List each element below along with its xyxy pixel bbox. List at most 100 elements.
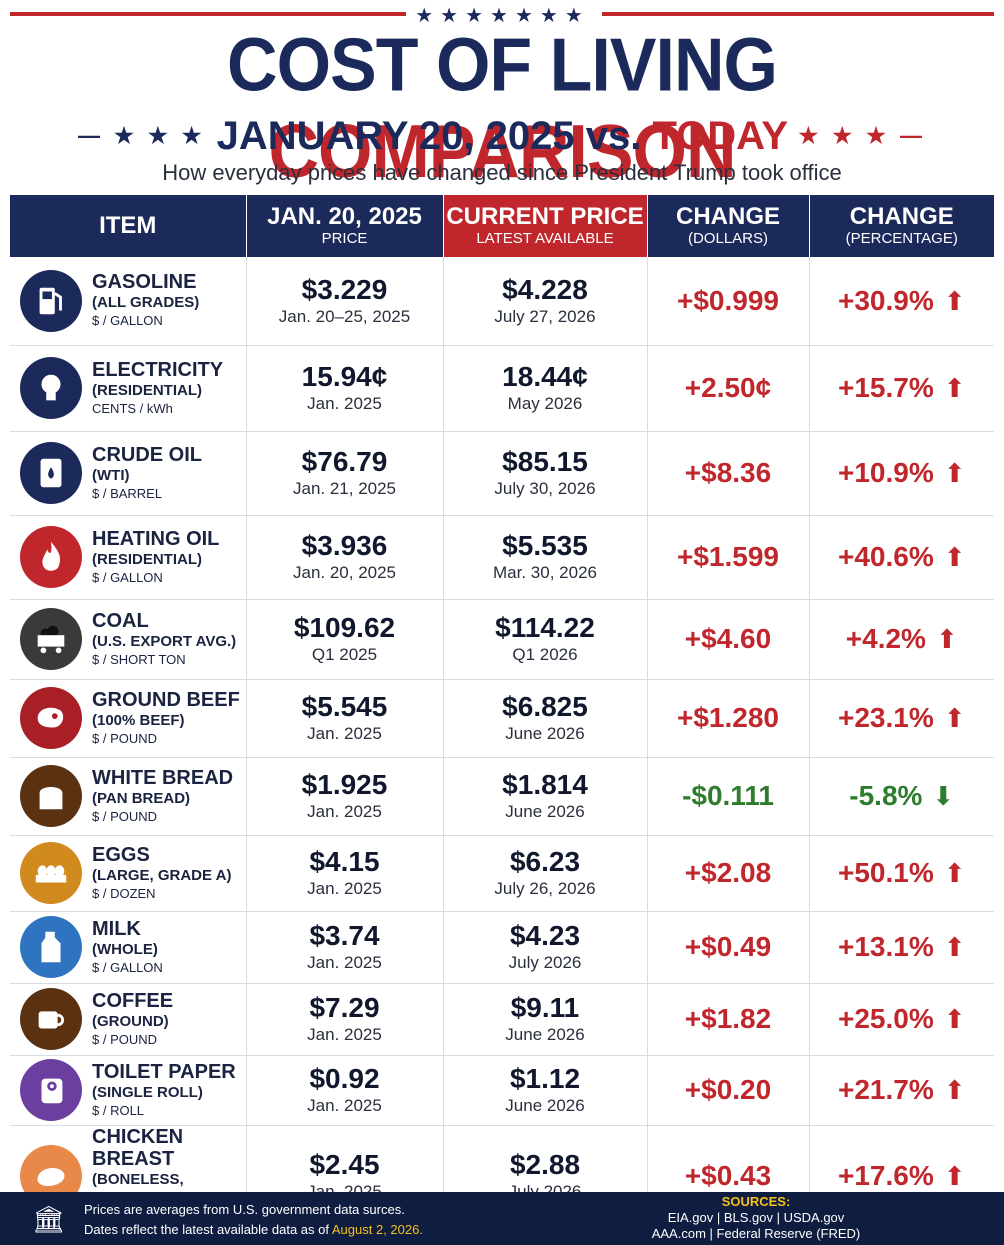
jan-date: Jan. 2025 [307, 879, 382, 898]
change-pct: +40.6% [837, 541, 934, 572]
item-unit: $ / SHORT TON [92, 651, 186, 667]
jan-date: Q1 2025 [311, 645, 378, 664]
jan-price: 15.94¢ [301, 361, 388, 392]
current-date: June 2026 [505, 1025, 585, 1044]
table-row: MILK (WHOLE) $ / GALLON $3.74 Jan. 2025 $4.23… [10, 911, 994, 984]
current-date: Q1 2026 [512, 645, 578, 664]
current-price-cell: $114.22 Q1 2026 [443, 599, 648, 680]
current-price-cell: $5.535 Mar. 30, 2026 [443, 515, 648, 600]
item-name: GASOLINE [92, 271, 197, 294]
current-date: July 2026 [508, 953, 582, 972]
item-sub: (100% BEEF) [92, 711, 185, 729]
item-sub: (GROUND) [92, 1012, 169, 1030]
table-row: ELECTRICITY (RESIDENTIAL) CENTS / kWh 15.94… [10, 345, 994, 432]
change-pct: +23.1% [837, 702, 934, 733]
government-building-icon: 🏛 [32, 1204, 66, 1234]
lightbulb-icon [20, 357, 82, 419]
jan-price: $7.29 [309, 992, 380, 1023]
change-dollars-cell: +$0.49 [647, 911, 810, 984]
arrow-down-icon: ⬇ [932, 781, 955, 811]
change-dollars-cell: +$8.36 [647, 431, 810, 516]
jan-date: Jan. 2025 [307, 802, 382, 821]
item-name: CHICKEN BREAST [92, 1125, 184, 1170]
jan-price-cell: $5.545 Jan. 2025 [246, 679, 444, 758]
current-price-cell: $85.15 July 30, 2026 [443, 431, 648, 516]
change-pct: +17.6% [837, 1159, 934, 1191]
table-row: GASOLINE (ALL GRADES) $ / GALLON $3.229 Jan.… [10, 257, 994, 346]
item-cell: MILK (WHOLE) $ / GALLON [10, 911, 247, 984]
current-date: Mar. 30, 2026 [493, 563, 597, 582]
item-label: COFFEE (GROUND) $ / POUND [92, 990, 173, 1049]
arrow-up-icon: ⬆ [943, 373, 966, 403]
current-date: July 26, 2026 [494, 879, 596, 898]
top-banner: ★★★★★★★ [0, 0, 1004, 28]
item-name: COFFEE [92, 989, 174, 1012]
item-label: GROUND BEEF (100% BEEF) $ / POUND [92, 689, 240, 748]
item-name: EGGS [92, 843, 150, 866]
current-date: May 2026 [507, 394, 583, 413]
table-row: COAL (U.S. EXPORT AVG.) $ / SHORT TON $109.… [10, 599, 994, 680]
change-dollars: +$4.60 [684, 623, 772, 654]
current-price: $2.88 [509, 1148, 581, 1180]
change-pct: +10.9% [837, 457, 934, 488]
item-unit: $ / ROLL [92, 1102, 145, 1118]
jan-date: Jan. 2025 [307, 1096, 382, 1115]
steak-icon [20, 687, 82, 749]
current-price-cell: $6.825 June 2026 [443, 679, 648, 758]
col-header-item: ITEM [10, 195, 247, 257]
change-pct-cell: +4.2% ⬆ [809, 599, 994, 680]
current-date: June 2026 [505, 802, 585, 821]
item-sub: (ALL GRADES) [92, 294, 200, 312]
table-row: COFFEE (GROUND) $ / POUND $7.29 Jan. 2025 $9.… [10, 983, 994, 1056]
jan-price: $109.62 [293, 612, 396, 643]
item-name: GROUND BEEF [92, 688, 240, 711]
current-date: June 2026 [505, 724, 585, 743]
change-dollars: +2.50¢ [684, 372, 772, 403]
item-name: CRUDE OIL [92, 443, 202, 466]
jan-price: $3.229 [301, 273, 388, 305]
left-red-rule [10, 12, 406, 16]
change-pct: -5.8% [849, 780, 923, 811]
current-price: $85.15 [502, 446, 588, 477]
change-dollars-cell: +$2.08 [647, 835, 810, 912]
change-dollars: +$0.20 [684, 1074, 772, 1105]
change-dollars: +$0.43 [684, 1159, 772, 1191]
change-pct-cell: +50.1% ⬆ [809, 835, 994, 912]
current-price: $9.11 [510, 992, 580, 1023]
arrow-up-icon: ⬆ [943, 1160, 966, 1191]
arrow-up-icon: ⬆ [943, 542, 966, 572]
col-header-jan: JAN. 20, 2025 PRICE [246, 195, 444, 257]
current-price: $6.23 [509, 846, 581, 877]
change-pct: +25.0% [837, 1003, 934, 1034]
jan-price-cell: $3.229 Jan. 20–25, 2025 [246, 257, 444, 346]
item-sub: (PAN BREAD) [92, 789, 191, 807]
change-dollars-cell: +$1.82 [647, 983, 810, 1056]
item-sub: (U.S. EXPORT AVG.) [92, 632, 237, 650]
jan-price-cell: $76.79 Jan. 21, 2025 [246, 431, 444, 516]
change-pct-cell: +13.1% ⬆ [809, 911, 994, 984]
item-name: COAL [92, 609, 149, 632]
table-row: HEATING OIL (RESIDENTIAL) $ / GALLON $3.936… [10, 515, 994, 600]
item-label: MILK (WHOLE) $ / GALLON [92, 918, 163, 977]
jan-date: Jan. 2025 [307, 1025, 382, 1044]
change-dollars: +$1.599 [677, 541, 779, 572]
change-pct-cell: +15.7% ⬆ [809, 345, 994, 432]
jan-price: $76.79 [301, 446, 388, 477]
change-dollars: +$1.82 [684, 1003, 772, 1034]
current-price-cell: $4.228 July 27, 2026 [443, 257, 648, 346]
item-cell: EGGS (LARGE, GRADE A) $ / DOZEN [10, 835, 247, 912]
table-row: TOILET PAPER (SINGLE ROLL) $ / ROLL $0.92 Ja… [10, 1055, 994, 1126]
change-pct: +4.2% [845, 623, 926, 654]
toilet-roll-icon [20, 1059, 82, 1121]
footer-sources: SOURCES: EIA.gov | BLS.gov | USDA.gov AA… [651, 1194, 861, 1241]
jan-price-cell: $7.29 Jan. 2025 [246, 983, 444, 1056]
jan-price-cell: 15.94¢ Jan. 2025 [246, 345, 444, 432]
subtitle-date: JANUARY 20, 2025 [216, 114, 575, 158]
jan-price: $2.45 [309, 1148, 380, 1180]
current-price-cell: $6.23 July 26, 2026 [443, 835, 648, 912]
arrow-up-icon: ⬆ [943, 1075, 966, 1105]
change-pct: +13.1% [837, 931, 934, 962]
change-pct-cell: +23.1% ⬆ [809, 679, 994, 758]
jan-date: Jan. 2025 [307, 953, 382, 972]
item-name: TOILET PAPER [92, 1060, 236, 1083]
